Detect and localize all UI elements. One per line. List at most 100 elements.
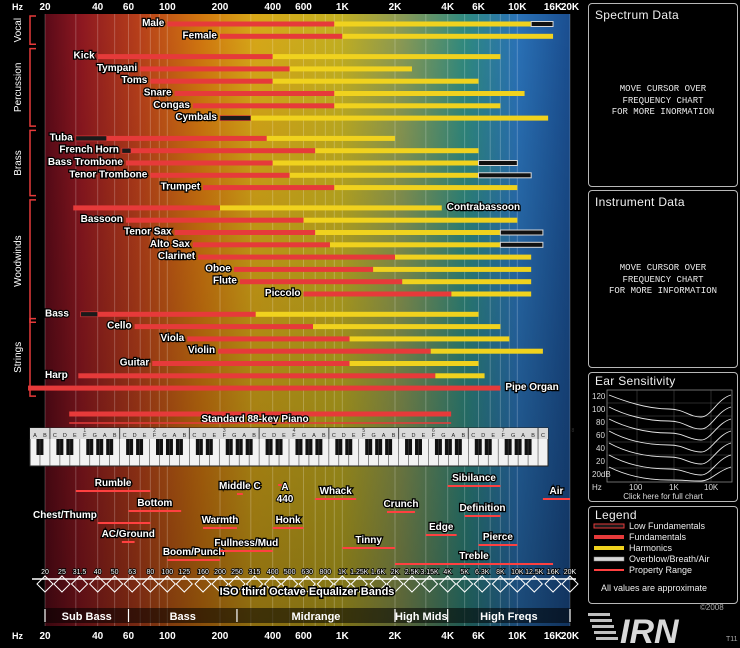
- eq-band-diamond[interactable]: [175, 575, 193, 593]
- eq-band-diamond[interactable]: [105, 575, 124, 593]
- eq-band-diamond[interactable]: [211, 575, 229, 593]
- bar-low-9[interactable]: [121, 147, 132, 154]
- eq-band-diamond[interactable]: [420, 575, 439, 593]
- eq-band-diamond[interactable]: [561, 575, 579, 593]
- legend-body: Low Fundamentals Fundamentals Harmonics …: [593, 521, 710, 593]
- bar-fund-6[interactable]: [192, 103, 335, 109]
- eq-band-diamond[interactable]: [141, 575, 160, 593]
- bar-fund-25[interactable]: [152, 361, 350, 366]
- bar-low-8[interactable]: [75, 135, 107, 142]
- bar-harm-14[interactable]: [303, 217, 518, 223]
- bar-fund-10[interactable]: [125, 160, 273, 166]
- bar-harm-12[interactable]: [334, 185, 518, 191]
- bar-harm-17[interactable]: [395, 254, 532, 260]
- eq-band-diamond[interactable]: [508, 575, 527, 593]
- bar-fund-3[interactable]: [140, 66, 290, 72]
- bar-fund-4[interactable]: [150, 78, 273, 84]
- bar-harm-10[interactable]: [272, 160, 479, 166]
- bar-fund-21[interactable]: [97, 311, 256, 317]
- bar-harm-8[interactable]: [266, 135, 395, 141]
- bar-fund-0[interactable]: [167, 21, 335, 27]
- eq-band-diamond[interactable]: [228, 575, 246, 593]
- bar-harm-25[interactable]: [349, 361, 479, 366]
- bar-fund-1[interactable]: [220, 33, 343, 39]
- bar-harm-3[interactable]: [289, 66, 412, 72]
- eq-band-diamond[interactable]: [298, 575, 316, 593]
- bar-harm-23[interactable]: [349, 336, 510, 342]
- eq-band-diamond[interactable]: [123, 575, 141, 593]
- bar-fund-18[interactable]: [233, 266, 374, 272]
- bar-fund-19[interactable]: [239, 279, 403, 285]
- bar-fund-20[interactable]: [303, 291, 452, 297]
- bar-harm-13[interactable]: [220, 205, 442, 211]
- bar-fund-28[interactable]: [69, 411, 452, 417]
- eq-band-diamond[interactable]: [53, 575, 71, 593]
- eq-band-diamond[interactable]: [386, 575, 404, 593]
- bar-fund-8[interactable]: [106, 135, 267, 141]
- eq-band-diamond[interactable]: [350, 575, 368, 593]
- eq-band-diamond[interactable]: [544, 575, 562, 593]
- bar-harm-11[interactable]: [289, 172, 479, 178]
- bar-over-15[interactable]: [499, 229, 544, 236]
- bar-harm-7[interactable]: [250, 115, 549, 121]
- eq-band-diamond[interactable]: [455, 575, 474, 593]
- bar-fund-24[interactable]: [218, 348, 431, 354]
- eq-band-diamond[interactable]: [491, 575, 510, 593]
- bar-fund-27[interactable]: [28, 385, 501, 391]
- eq-band-diamond[interactable]: [403, 575, 421, 593]
- bar-harm-24[interactable]: [430, 348, 543, 354]
- bar-fund-17[interactable]: [198, 254, 395, 260]
- eq-band-diamond[interactable]: [333, 575, 352, 593]
- eq-band-diamond[interactable]: [369, 575, 387, 593]
- eq-band-diamond[interactable]: [70, 575, 89, 593]
- eq-band-diamond[interactable]: [194, 575, 212, 593]
- ear-sensitivity-panel[interactable]: Ear Sensitivity 120 100: [588, 372, 738, 502]
- eq-band-diamond[interactable]: [88, 575, 107, 593]
- bar-low-7[interactable]: [219, 115, 252, 121]
- bar-harm-20[interactable]: [451, 291, 532, 297]
- bar-over-11[interactable]: [477, 172, 532, 179]
- eq-band-diamond[interactable]: [473, 575, 491, 593]
- bar-over-10[interactable]: [477, 160, 518, 166]
- bar-fund-13[interactable]: [73, 205, 220, 211]
- bar-harm-19[interactable]: [402, 279, 532, 285]
- bar-fund-14[interactable]: [125, 217, 304, 223]
- bar-harm-9[interactable]: [315, 148, 479, 154]
- ear-sensitivity-graph[interactable]: 120 100 80 60 40 20 20dB Hz 100 1K 10K C…: [589, 373, 737, 501]
- bar-fund-15[interactable]: [174, 230, 316, 235]
- bar-harm-22[interactable]: [313, 324, 501, 330]
- bar-harm-26[interactable]: [435, 373, 485, 379]
- bar-fund-16[interactable]: [192, 242, 330, 248]
- bar-harm-21[interactable]: [255, 311, 479, 317]
- bar-low-21[interactable]: [80, 311, 98, 318]
- eq-band-diamond[interactable]: [36, 575, 54, 593]
- bar-fund-2[interactable]: [97, 54, 273, 60]
- eq-band-diamond[interactable]: [525, 575, 543, 593]
- bar-harm-5[interactable]: [334, 91, 525, 96]
- bar-fund-22[interactable]: [134, 324, 314, 330]
- bar-harm-4[interactable]: [272, 78, 479, 84]
- eq-band-diamond[interactable]: [316, 575, 335, 593]
- bar-fund-11[interactable]: [150, 172, 290, 178]
- bar-harm-2[interactable]: [272, 54, 501, 60]
- bar-harm-18[interactable]: [373, 266, 532, 272]
- bar-harm-16[interactable]: [329, 242, 501, 248]
- eq-band-diamond[interactable]: [263, 575, 282, 593]
- bar-harm-0[interactable]: [334, 21, 532, 27]
- bar-fund-9[interactable]: [130, 148, 316, 154]
- eq-band-diamond[interactable]: [280, 575, 299, 593]
- ear-full-chart-link[interactable]: Click here for full chart: [623, 492, 703, 501]
- bar-fund-5[interactable]: [174, 91, 335, 96]
- eq-band-diamond[interactable]: [438, 575, 457, 593]
- bar-fund-12[interactable]: [203, 185, 335, 191]
- bar-over-0[interactable]: [530, 21, 554, 27]
- bar-fund-26[interactable]: [78, 373, 436, 379]
- bar-harm-6[interactable]: [334, 103, 501, 109]
- bar-harm-1[interactable]: [342, 33, 554, 39]
- eq-band-diamond[interactable]: [245, 575, 264, 593]
- eq-band-diamond[interactable]: [158, 575, 177, 593]
- bar-fund-23[interactable]: [187, 336, 350, 342]
- bar-over-16[interactable]: [499, 241, 544, 248]
- bar-harm-15[interactable]: [315, 230, 501, 235]
